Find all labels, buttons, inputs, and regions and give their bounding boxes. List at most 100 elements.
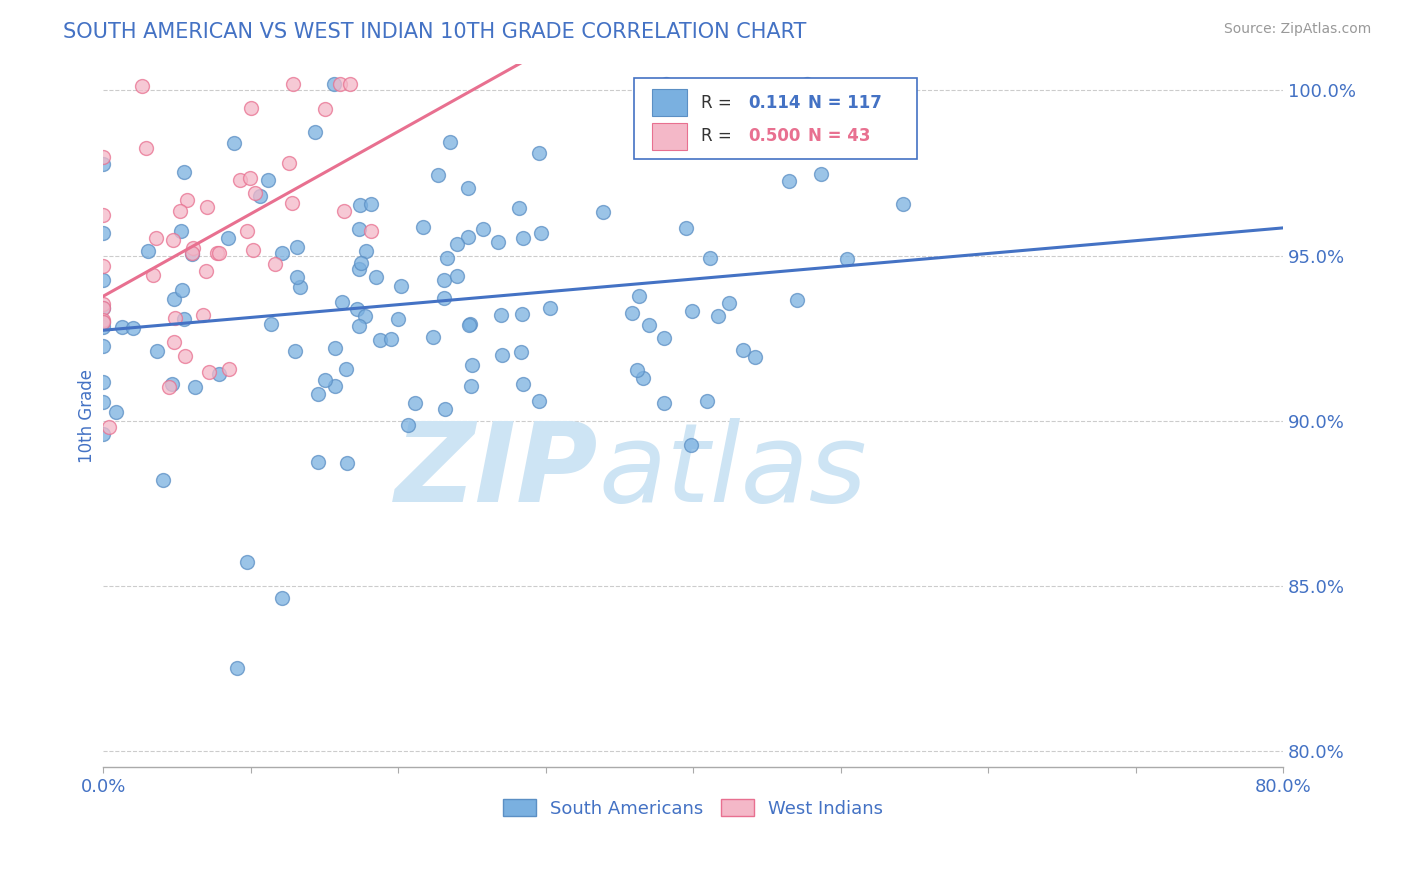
Point <box>278 156 301 170</box>
Point <box>707 309 730 323</box>
FancyBboxPatch shape <box>634 78 917 159</box>
Point <box>224 136 246 150</box>
Point <box>891 197 914 211</box>
Point <box>225 661 247 675</box>
Text: N = 43: N = 43 <box>807 128 870 145</box>
Point <box>837 252 859 266</box>
Point <box>181 247 204 261</box>
Point <box>284 344 307 359</box>
FancyBboxPatch shape <box>652 123 688 150</box>
Point <box>592 204 614 219</box>
Point <box>239 170 262 185</box>
Point <box>349 198 371 212</box>
Point <box>195 201 218 215</box>
Point <box>339 77 361 91</box>
Point <box>786 293 808 307</box>
Point <box>152 473 174 487</box>
Point <box>236 223 259 237</box>
Point <box>235 555 257 569</box>
Point <box>426 168 449 182</box>
Text: 0.500: 0.500 <box>748 128 801 145</box>
Point <box>91 395 114 409</box>
Point <box>256 173 278 187</box>
Point <box>699 252 721 266</box>
Point <box>135 141 157 155</box>
Point <box>91 226 114 240</box>
Point <box>638 318 661 333</box>
Text: Source: ZipAtlas.com: Source: ZipAtlas.com <box>1223 22 1371 37</box>
Point <box>433 291 456 305</box>
Point <box>457 181 479 195</box>
Point <box>285 269 308 284</box>
Point <box>162 233 184 247</box>
Point <box>460 378 482 392</box>
Point <box>679 438 702 452</box>
Point <box>347 221 370 235</box>
Point <box>396 418 419 433</box>
Point <box>91 297 114 311</box>
Point <box>260 317 283 331</box>
Point <box>218 362 240 376</box>
Point <box>380 332 402 346</box>
Point <box>170 283 193 297</box>
Point <box>290 280 312 294</box>
Point <box>228 172 250 186</box>
Point <box>176 193 198 207</box>
Text: SOUTH AMERICAN VS WEST INDIAN 10TH GRADE CORRELATION CHART: SOUTH AMERICAN VS WEST INDIAN 10TH GRADE… <box>63 22 807 42</box>
Point <box>243 186 266 201</box>
Point <box>329 77 352 91</box>
Point <box>434 402 457 417</box>
Point <box>436 251 458 265</box>
Point <box>527 393 550 408</box>
Point <box>353 309 375 323</box>
Point <box>91 157 114 171</box>
Point <box>205 246 228 260</box>
Point <box>91 313 114 327</box>
Point <box>336 456 359 470</box>
Point <box>91 316 114 330</box>
Point <box>240 101 263 115</box>
Point <box>97 420 120 434</box>
Point <box>389 279 412 293</box>
Point <box>675 221 697 235</box>
Point <box>91 316 114 330</box>
Point <box>195 264 218 278</box>
Point <box>412 220 434 235</box>
Point <box>91 208 114 222</box>
Point <box>717 295 740 310</box>
Point <box>91 301 114 315</box>
Point <box>360 224 382 238</box>
Point <box>208 367 231 381</box>
Point <box>368 333 391 347</box>
Point <box>136 244 159 259</box>
Point <box>280 196 302 211</box>
Point <box>165 311 187 326</box>
Point <box>174 349 197 363</box>
Point <box>360 197 382 211</box>
Point <box>91 150 114 164</box>
Point <box>307 455 329 469</box>
Point <box>744 350 766 364</box>
Point <box>91 427 114 442</box>
Text: ZIP: ZIP <box>395 418 599 525</box>
Point <box>180 246 202 260</box>
Point <box>91 273 114 287</box>
Point <box>162 292 184 306</box>
Point <box>486 235 509 249</box>
Point <box>249 189 271 203</box>
FancyBboxPatch shape <box>652 89 688 116</box>
Point <box>173 165 195 179</box>
Point <box>169 204 191 219</box>
Point <box>696 394 718 409</box>
Point <box>510 307 533 321</box>
Point <box>242 243 264 257</box>
Point <box>330 294 353 309</box>
Point <box>527 146 550 161</box>
Point <box>91 301 114 315</box>
Point <box>458 317 481 331</box>
Point <box>307 387 329 401</box>
Point <box>810 167 832 181</box>
Text: R =: R = <box>702 94 737 112</box>
Point <box>354 244 377 258</box>
Point <box>285 240 308 254</box>
